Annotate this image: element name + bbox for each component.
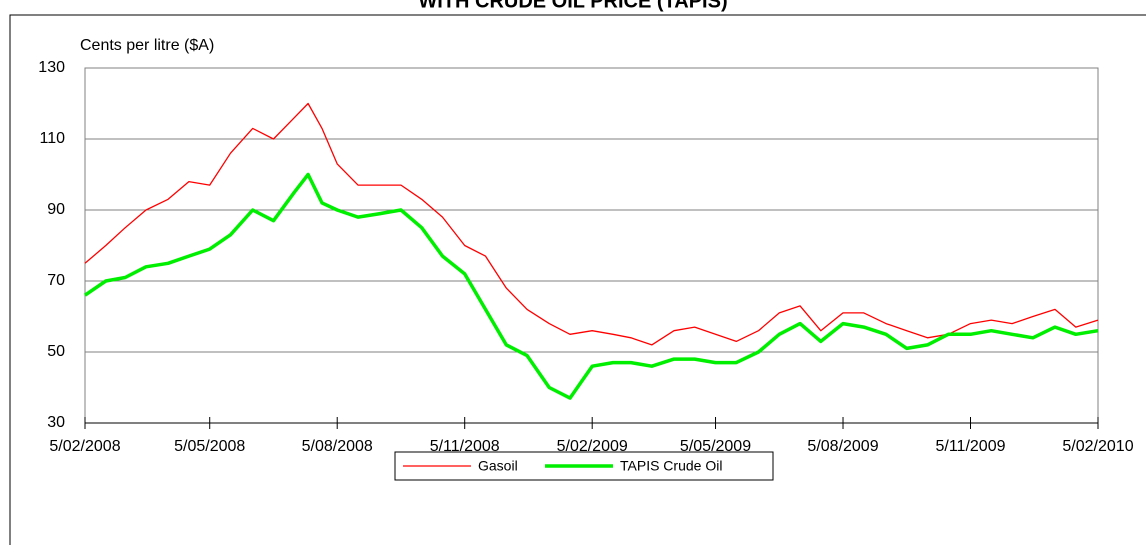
legend-label: Gasoil: [478, 458, 518, 474]
x-tick-label: 5/02/2009: [557, 438, 628, 455]
y-axis-label: Cents per litre ($A): [80, 37, 214, 54]
legend-label: TAPIS Crude Oil: [620, 458, 722, 474]
y-tick-label: 30: [47, 414, 65, 431]
y-tick-label: 90: [47, 201, 65, 218]
x-tick-label: 5/11/2008: [430, 438, 500, 455]
series-line: [84, 172, 1099, 400]
y-tick-label: 50: [47, 343, 65, 360]
series-line: [84, 102, 1099, 346]
y-tick-label: 110: [39, 130, 65, 147]
x-tick-label: 5/08/2009: [807, 438, 878, 455]
x-tick-label: 5/02/2008: [49, 438, 120, 455]
x-tick-label: 5/05/2009: [680, 438, 751, 455]
x-tick-label: 5/08/2008: [302, 438, 373, 455]
chart-title: WITH CRUDE OIL PRICE (TAPIS): [418, 0, 727, 12]
x-tick-label: 5/05/2008: [174, 438, 245, 455]
y-tick-label: 70: [47, 272, 65, 289]
y-tick-label: 130: [38, 59, 65, 76]
x-tick-label: 5/02/2010: [1062, 438, 1133, 455]
chart-frame: [9, 14, 1146, 545]
x-tick-label: 5/11/2009: [936, 438, 1006, 455]
